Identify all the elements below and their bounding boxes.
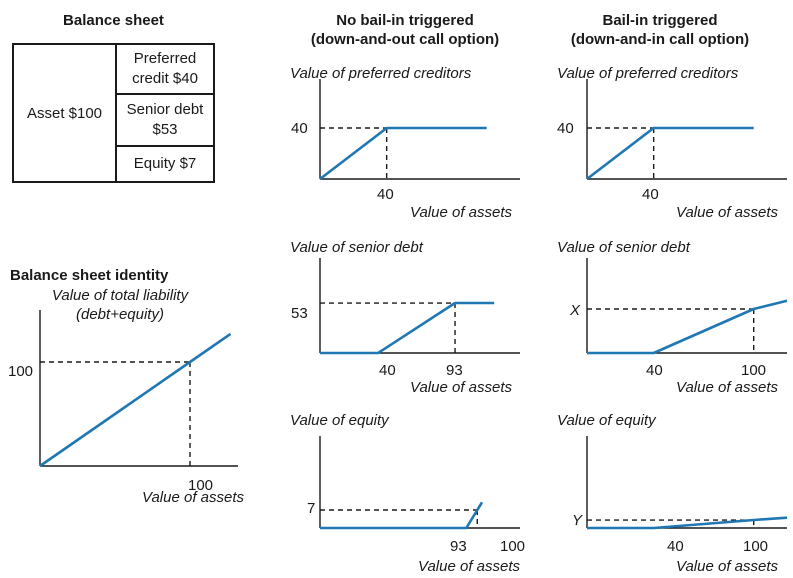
bailin-senior-x-tick-label: 100 — [741, 362, 766, 379]
no-bailin-preferred-y-tick-label: 40 — [291, 120, 308, 137]
no-bailin-preferred-x-tick-label: 40 — [377, 186, 394, 203]
no-bailin-preferred-series-line — [319, 126, 487, 181]
no-bailin-header-line1: No bail-in triggered — [336, 12, 474, 29]
preferred-credit-cell: Preferred credit $40 — [117, 45, 213, 95]
bailin-senior-title: Value of senior debt — [557, 239, 691, 256]
bailin-senior-y-tick-label: X — [569, 302, 581, 319]
bailin-senior-series-line — [587, 299, 788, 355]
no-bailin-senior-x-axis-label: Value of assets — [410, 379, 513, 396]
no-bailin-senior-series-line — [320, 301, 495, 355]
identity-title: Balance sheet identity — [10, 267, 169, 284]
no-bailin-preferred-x-axis-label: Value of assets — [410, 204, 513, 221]
bailin-equity-title: Value of equity — [557, 412, 657, 429]
bailin-preferred-y-tick-label: 40 — [557, 120, 574, 137]
identity-x-tick-label: 100 — [188, 477, 213, 494]
no-bailin-header: No bail-in triggered (down-and-out call … — [285, 11, 525, 49]
identity-y-tick-label: 100 — [8, 363, 33, 380]
bailin-preferred-x-tick-label: 40 — [642, 186, 659, 203]
no-bailin-equity-series-line — [320, 501, 484, 530]
identity-ylabel-line1: Value of total liability — [51, 287, 189, 304]
no-bailin-senior-y-tick-label: 53 — [291, 305, 308, 322]
equity-cell: Equity $7 — [133, 155, 197, 172]
balance-sheet-table: Asset $100 Preferred credit $40 Senior d… — [12, 43, 215, 183]
bailin-equity-series-line — [587, 516, 788, 530]
bailin-senior-x-axis-label: Value of assets — [676, 379, 779, 396]
no-bailin-preferred-title: Value of preferred creditors — [290, 65, 472, 82]
no-bailin-senior-x-tick-label: 93 — [446, 362, 463, 379]
bailin-header-line2: (down-and-in call option) — [570, 31, 750, 48]
no-bailin-equity-x-tick-label: 100 — [500, 538, 525, 555]
bailin-preferred-title: Value of preferred creditors — [557, 65, 739, 82]
bailin-header-line1: Bail-in triggered — [602, 12, 718, 29]
no-bailin-header-line2: (down-and-out call option) — [310, 31, 500, 48]
identity-ylabel: Value of total liability (debt+equity) — [10, 286, 230, 324]
senior-debt-cell: Senior debt $53 — [117, 95, 213, 147]
bailin-equity-x-tick-label: 100 — [743, 538, 768, 555]
balance-sheet-title: Balance sheet — [63, 12, 164, 29]
no-bailin-equity-x-tick-label: 93 — [450, 538, 467, 555]
identity-series-line — [39, 332, 232, 468]
identity-x-axis-label: Value of assets — [142, 489, 245, 506]
no-bailin-senior-title: Value of senior debt — [290, 239, 424, 256]
bailin-equity-y-tick-label: Y — [572, 512, 583, 529]
bailin-preferred-x-axis-label: Value of assets — [676, 204, 779, 221]
bailin-header: Bail-in triggered (down-and-in call opti… — [545, 11, 775, 49]
asset-cell: Asset $100 — [14, 45, 117, 181]
bailin-preferred-series-line — [586, 126, 754, 181]
no-bailin-equity-y-tick-label: 7 — [307, 500, 315, 517]
no-bailin-equity-x-axis-label: Value of assets — [418, 558, 521, 575]
no-bailin-senior-x-tick-label: 40 — [379, 362, 396, 379]
no-bailin-equity-title: Value of equity — [290, 412, 390, 429]
bailin-equity-x-tick-label: 40 — [667, 538, 684, 555]
bailin-senior-x-tick-label: 40 — [646, 362, 663, 379]
identity-ylabel-line2: (debt+equity) — [76, 306, 164, 323]
bailin-equity-x-axis-label: Value of assets — [676, 558, 779, 575]
